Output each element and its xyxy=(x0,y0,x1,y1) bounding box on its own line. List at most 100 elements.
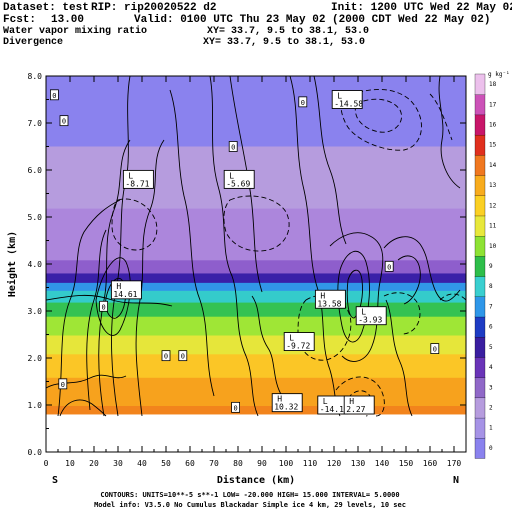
colorbar-label: 12 xyxy=(489,202,497,209)
x-tick-label: 120 xyxy=(327,459,342,468)
moisture-band xyxy=(46,376,466,406)
contour-info: CONTOURS: UNITS=10**-5 s**-1 LOW= -20.00… xyxy=(100,491,399,499)
extremum-type: L xyxy=(229,171,234,180)
dataset-label: Dataset: test xyxy=(3,2,89,14)
x-tick-label: 90 xyxy=(257,459,267,468)
x-tick-label: 40 xyxy=(137,459,147,468)
contour-line xyxy=(169,89,215,397)
north-end-label: N xyxy=(453,475,459,486)
colorbar-swatch xyxy=(474,275,486,297)
colorbar-label: 18 xyxy=(489,81,497,88)
contour-line xyxy=(438,75,461,189)
x-tick-label: 50 xyxy=(161,459,171,468)
contour-line xyxy=(59,399,107,417)
x-tick-label: 80 xyxy=(233,459,243,468)
extremum-value: -8.71 xyxy=(125,179,149,188)
moisture-band xyxy=(46,289,466,303)
extremum-box xyxy=(355,306,387,326)
x-tick-label: 150 xyxy=(399,459,414,468)
extremum-type: H xyxy=(277,395,282,404)
colorbar-swatch xyxy=(474,296,486,318)
extremum-type: L xyxy=(361,308,366,317)
moisture-band xyxy=(46,281,466,291)
extremum-box xyxy=(223,169,255,189)
x-tick-label: 130 xyxy=(351,459,366,468)
contour-label: 0 xyxy=(181,353,185,361)
contour-label-box xyxy=(178,350,188,362)
colorbar-label: 11 xyxy=(489,223,497,230)
y-tick-label: 6.0 xyxy=(28,166,43,175)
moisture-band xyxy=(46,413,466,453)
colorbar-swatch xyxy=(474,174,486,196)
fcst-label: Fcst: xyxy=(3,14,36,26)
colorbar-swatch xyxy=(474,195,486,217)
colorbar-label: 16 xyxy=(489,122,497,129)
extremum-type: H xyxy=(349,397,354,406)
colorbar-label: 6 xyxy=(489,324,493,331)
contour-line xyxy=(383,236,461,302)
contour-line xyxy=(45,294,173,307)
colorbar-label: 5 xyxy=(489,344,493,351)
colorbar-label: 17 xyxy=(489,101,497,108)
x-axis-label: Distance (km) xyxy=(217,474,295,486)
contour-line xyxy=(209,75,259,417)
contour-line xyxy=(45,374,127,389)
contour-line xyxy=(86,229,107,411)
extremum-value: -14.58 xyxy=(334,100,363,109)
colorbar-swatch xyxy=(474,377,486,399)
colorbar-label: 2 xyxy=(489,404,493,411)
extremum-type: L xyxy=(128,171,133,180)
contour-line xyxy=(223,195,290,252)
y-tick-label: 8.0 xyxy=(28,72,43,81)
colorbar-swatch xyxy=(474,94,486,116)
contour-line xyxy=(111,198,158,251)
colorbar-swatch xyxy=(474,134,486,156)
colorbar-label: 3 xyxy=(489,384,493,391)
contour-label: 0 xyxy=(101,303,105,311)
extremum-box xyxy=(110,280,142,300)
x-tick-label: 160 xyxy=(423,459,438,468)
contour-line xyxy=(385,299,413,417)
extremum-box xyxy=(283,332,315,351)
contour-label: 0 xyxy=(231,144,235,152)
colorbar-swatch xyxy=(474,316,486,338)
field2-label: Divergence xyxy=(3,36,63,48)
contour-label-box xyxy=(99,300,108,312)
extremum-type: H xyxy=(116,282,121,291)
moisture-band xyxy=(46,207,466,261)
divergence-contours-negative xyxy=(111,89,467,417)
extremum-box xyxy=(343,395,375,415)
colorbar-swatch xyxy=(474,356,486,378)
colorbar-swatch xyxy=(474,437,486,459)
colorbar-swatch xyxy=(474,73,486,95)
y-tick-label: 7.0 xyxy=(28,119,43,128)
y-axis-label: Height (km) xyxy=(6,231,18,297)
contour-label: 0 xyxy=(233,404,237,412)
contour-line xyxy=(313,75,347,245)
extremum-box xyxy=(271,393,303,413)
extremum-box xyxy=(331,90,363,109)
init-label: Init: 1200 UTC Wed 22 May 02 xyxy=(331,2,512,14)
y-tick-label: 2.0 xyxy=(28,354,43,363)
contour-line xyxy=(383,292,421,335)
contour-label-box xyxy=(228,141,238,152)
x-tick-label: 110 xyxy=(303,459,318,468)
contour-label-box xyxy=(161,350,171,362)
y-tick-label: 4.0 xyxy=(28,260,43,269)
moisture-band xyxy=(46,76,466,147)
contour-line xyxy=(289,75,341,417)
contour-label: 0 xyxy=(164,353,168,361)
contour-label-box xyxy=(298,96,308,108)
colorbar-swatch xyxy=(474,114,486,136)
x-tick-label: 100 xyxy=(279,459,294,468)
field2-xy: XY= 33.7, 9.5 to 38.1, 53.0 xyxy=(203,37,365,48)
moisture-band xyxy=(46,146,466,209)
contour-label-box xyxy=(58,378,68,390)
moisture-band xyxy=(46,334,466,355)
colorbar-label: 4 xyxy=(489,364,493,371)
x-tick-label: 0 xyxy=(44,459,49,468)
colorbar-swatch xyxy=(474,336,486,358)
extremum-value: 13.58 xyxy=(317,299,341,308)
colorbar-swatch xyxy=(474,397,486,419)
